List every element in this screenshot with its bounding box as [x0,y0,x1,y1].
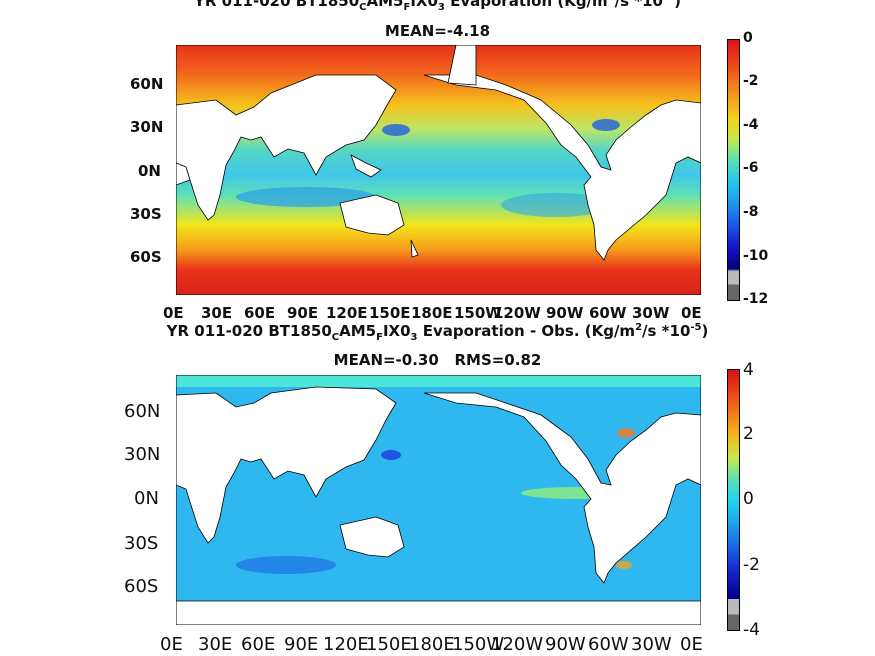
lat-tick: 60N [124,401,161,422]
panel1-gulfstream [592,119,620,131]
lat-tick: 30N [124,444,161,465]
colorbar-tick: 4 [743,360,754,380]
lon-tick: 30E [201,304,233,322]
colorbar-tick: -6 [743,160,759,176]
lon-tick: 0E [680,634,703,655]
colorbar-tick: 2 [743,424,754,444]
colorbar-tick: -2 [743,73,759,89]
panel2-kuroshio [381,450,401,460]
panel2-map [176,375,701,625]
colorbar-tick: -8 [743,204,759,220]
lat-tick: 30N [130,118,164,136]
panel2-title: YR 011-020 BT1850CAM5FIX03 Evaporation -… [166,322,709,343]
panel1-stats: MEAN=-4.18 [384,22,491,40]
lon-tick: 30W [631,634,672,655]
lat-tick: 60S [124,576,159,597]
lon-tick: 90E [284,634,319,655]
panel2-colorbar [727,369,740,631]
colorbar-tick: 0 [743,30,753,46]
lon-tick: 60E [241,634,276,655]
panel1-land [176,45,701,261]
lon-tick: 0E [163,304,184,322]
lon-tick: 150E [366,634,412,655]
lon-tick: 150W [452,634,505,655]
lat-tick: 30S [124,533,159,554]
lon-tick: 120E [323,634,369,655]
panel2-land [176,386,701,625]
colorbar-tick: -12 [743,291,769,307]
lat-tick: 0N [138,162,161,180]
lon-tick: 150W [454,304,502,322]
colorbar-tick: 0 [743,489,754,509]
colorbar-tick: -4 [743,620,760,640]
lat-tick: 30S [130,205,162,223]
lon-tick: 60W [589,304,627,322]
lon-tick: 0E [160,634,183,655]
colorbar-tick: -2 [743,555,760,575]
lat-tick: 0N [134,488,159,509]
panel1-pacific-high [501,193,611,217]
lat-tick: 60N [130,75,164,93]
lon-tick: 0E [681,304,702,322]
lon-tick: 30W [632,304,670,322]
panel1-map [176,45,701,295]
panel1-title: YR 011-020 BT1850CAM5FIX03 Evaporation (… [194,0,681,13]
panel2-gulfstream [617,428,635,438]
panel1-kuroshio [382,124,410,136]
colorbar-tick: -4 [743,117,759,133]
lon-tick: 150E [369,304,411,322]
panel2-southern-low [236,556,336,574]
lat-tick: 60S [130,248,162,266]
lon-tick: 30E [198,634,233,655]
lon-tick: 60E [244,304,276,322]
lon-tick: 120E [326,304,368,322]
lon-tick: 180E [411,304,453,322]
panel1-colorbar [727,39,740,301]
colorbar-tick: -10 [743,248,769,264]
lon-tick: 60W [588,634,629,655]
lon-tick: 90W [546,304,584,322]
panel1-subtropical-band [236,187,376,207]
panel2-arctic-band [176,375,701,387]
lon-tick: 120W [493,304,541,322]
lon-tick: 90W [545,634,586,655]
lon-tick: 90E [287,304,319,322]
lon-tick: 180E [409,634,455,655]
panel2-brazil-current [616,561,632,569]
lon-tick: 120W [491,634,544,655]
panel2-stats: MEAN=-0.30 RMS=0.82 [333,351,542,369]
